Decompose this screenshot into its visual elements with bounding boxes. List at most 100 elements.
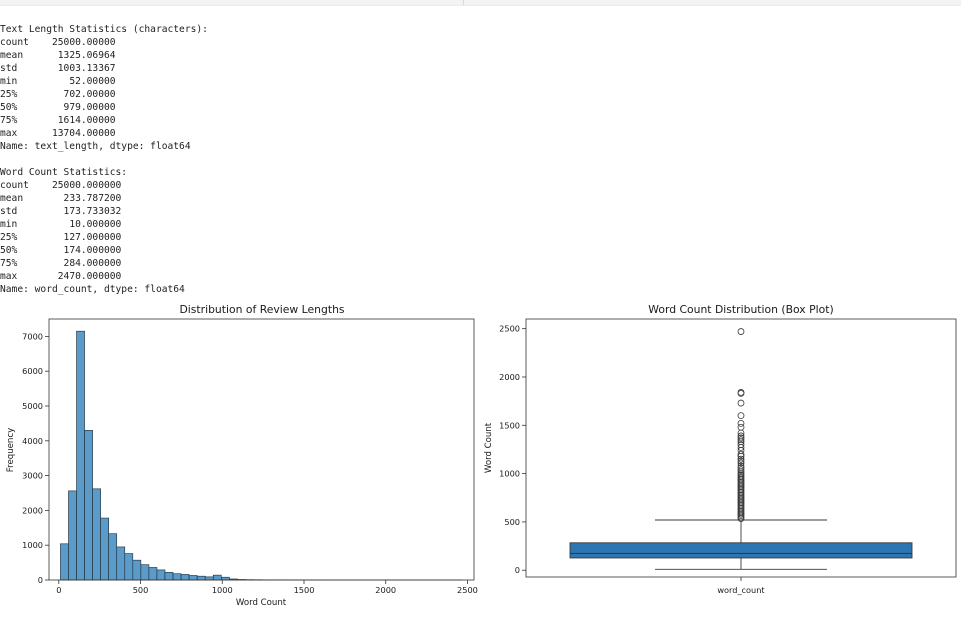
stat-row: 75% 284.000000	[0, 258, 121, 269]
stat-row: std 1003.13367	[0, 63, 116, 74]
stat-label: min	[0, 219, 18, 230]
stat-row: max 2470.000000	[0, 271, 121, 282]
boxplot-y-ticks: 0 500 1000 1500 2000 2500	[499, 324, 526, 575]
stat-label: count	[0, 180, 29, 191]
text-length-rows: count 25000.00000 mean 1325.06964 std 10…	[0, 37, 116, 139]
histogram-x-tick-label: 2000	[375, 585, 396, 595]
histogram-bar	[124, 553, 134, 581]
stat-row: 50% 174.000000	[0, 245, 121, 256]
stat-row: max 13704.00000	[0, 128, 116, 139]
histogram-bar	[132, 559, 142, 581]
histogram-bar	[212, 574, 222, 581]
stat-label: mean	[0, 193, 24, 204]
word-count-rows: count 25000.000000 mean 233.787200 std 1…	[0, 180, 121, 282]
boxplot-outlier	[737, 434, 745, 442]
boxplot-y-tick-label: 500	[504, 517, 520, 527]
boxplot-outlier	[737, 390, 745, 397]
stat-value: 13704.00000	[51, 128, 116, 139]
stat-value: 127.000000	[63, 232, 122, 243]
histogram-frame	[48, 318, 475, 581]
histogram-y-tick-label: 0	[38, 575, 43, 585]
histogram-bar	[172, 573, 182, 581]
histogram-bar	[76, 330, 85, 581]
histogram-bar	[188, 575, 198, 581]
histogram-x-tick-label: 1500	[294, 585, 315, 595]
stat-value: 10.000000	[69, 219, 122, 230]
boxplot-box	[569, 542, 913, 559]
histogram-y-label: Frequency	[6, 428, 16, 472]
histogram-y-tick-label: 3000	[22, 471, 43, 481]
stat-value: 173.733032	[63, 206, 122, 217]
stat-row: min 52.00000	[0, 76, 116, 87]
stat-row: 50% 979.00000	[0, 102, 116, 113]
boxplot-outlier	[737, 328, 745, 335]
word-count-footer: Name: word_count, dtype: float64	[0, 284, 185, 295]
stat-value: 1325.06964	[57, 50, 116, 61]
stat-label: 25%	[0, 232, 18, 243]
stat-row: 25% 127.000000	[0, 232, 121, 243]
stat-value: 174.000000	[63, 245, 122, 256]
stat-label: 50%	[0, 102, 18, 113]
stat-label: 25%	[0, 89, 18, 100]
stat-value: 25000.000000	[52, 180, 122, 191]
histogram-x-tick-label: 1000	[212, 585, 233, 595]
boxplot-outlier	[737, 455, 745, 463]
stat-label: std	[0, 63, 18, 74]
boxplot-outlier	[737, 412, 745, 420]
histogram-x-tick-label: 500	[133, 585, 149, 595]
histogram-bar	[164, 572, 174, 581]
stat-row: 25% 702.00000	[0, 89, 116, 100]
stat-label: std	[0, 206, 18, 217]
histogram-y-tick-label: 6000	[22, 366, 43, 376]
histogram-y-tick-label: 5000	[22, 401, 43, 411]
boxplot-y-tick-label: 2500	[499, 324, 520, 334]
boxplot-outlier	[737, 457, 745, 465]
boxplot-outlier	[737, 436, 745, 444]
histogram-y-tick-label: 1000	[22, 540, 43, 550]
stat-row: count 25000.00000	[0, 37, 116, 48]
histogram-bar	[108, 533, 118, 581]
stat-label: 50%	[0, 245, 18, 256]
cell-top-strip	[0, 0, 961, 6]
text-length-header: Text Length Statistics (characters):	[0, 24, 208, 35]
histogram-y-tick-label: 2000	[22, 505, 43, 515]
histogram-bar	[92, 488, 101, 581]
stat-value: 2470.000000	[57, 271, 122, 282]
histogram-y-tick-label: 4000	[22, 436, 43, 446]
boxplot-title: Word Count Distribution (Box Plot)	[648, 303, 833, 316]
histogram-bar	[156, 569, 166, 581]
boxplot-outlier	[737, 444, 745, 451]
stat-row: std 173.733032	[0, 206, 121, 217]
histogram-bar	[140, 564, 150, 581]
histogram-bar	[148, 567, 158, 581]
stat-label: min	[0, 76, 18, 87]
boxplot-outlier	[737, 515, 745, 522]
stat-label: 75%	[0, 258, 18, 269]
histogram-y-ticks: 0 1000 2000 3000 4000 5000 6000 7000	[22, 331, 49, 585]
stat-value: 233.787200	[63, 193, 122, 204]
boxplot-y-tick-label: 2000	[499, 372, 520, 382]
stat-row: 75% 1614.00000	[0, 115, 116, 126]
histogram-title: Distribution of Review Lengths	[179, 303, 344, 316]
stat-value: 52.00000	[69, 76, 116, 87]
histogram-bar	[116, 546, 126, 581]
stat-row: count 25000.000000	[0, 180, 121, 191]
stat-label: max	[0, 271, 18, 282]
boxplot-y-tick-label: 0	[515, 565, 520, 575]
boxplot-body	[569, 519, 913, 570]
boxplot-chart: Word Count Distribution (Box Plot) 0 500 1…	[484, 303, 957, 595]
histogram-bar	[100, 517, 109, 581]
histogram-bar	[220, 576, 230, 581]
histogram-x-label: Word Count	[236, 598, 287, 608]
stat-value: 25000.00000	[52, 37, 116, 48]
boxplot-x-tick-label: word_count	[717, 585, 765, 595]
histogram-bar	[68, 490, 77, 581]
stat-value: 979.00000	[63, 102, 116, 113]
boxplot-outliers	[737, 328, 745, 522]
histogram-chart: Distribution of Review Lengths 0 500 1000 1…	[6, 303, 478, 608]
boxplot-y-tick-label: 1000	[499, 469, 520, 479]
stat-row: min 10.000000	[0, 219, 121, 230]
cell-output-text: Text Length Statistics (characters): cou…	[0, 23, 208, 296]
boxplot-outlier	[737, 423, 745, 431]
stat-label: max	[0, 128, 18, 139]
